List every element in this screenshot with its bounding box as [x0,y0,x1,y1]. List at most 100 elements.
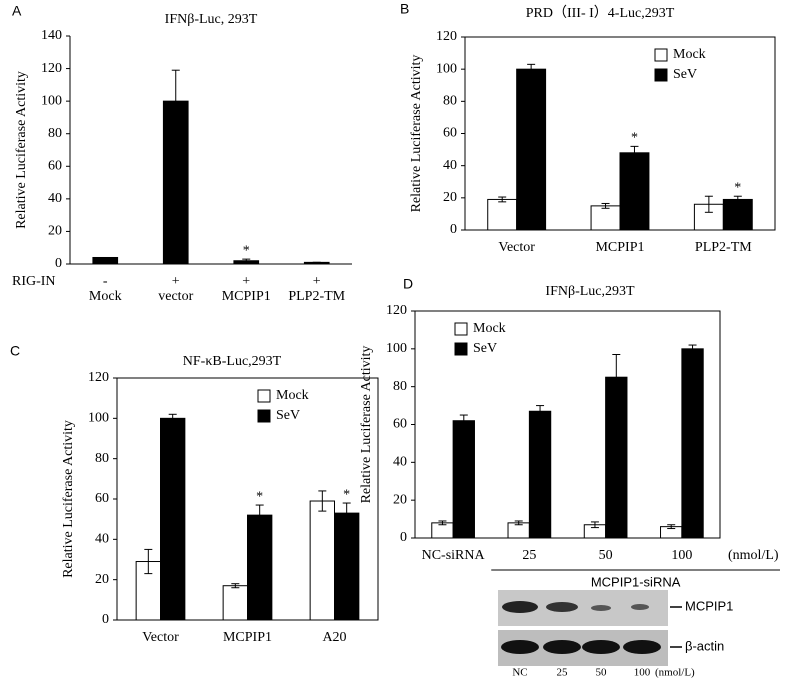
bar [528,410,552,539]
legend-swatch [454,322,468,336]
bar [722,198,753,231]
y-tick-label: 80 [95,451,109,466]
x-tick-label: Vector [142,630,179,645]
y-tick-label: 40 [443,158,457,173]
blot-band [591,605,611,611]
panel-label: A [12,3,22,19]
x-tick-label: Vector [498,240,535,255]
y-tick-label: 60 [95,491,109,506]
x-tick-label: PLP2-TM [288,289,345,304]
legend-swatch [654,48,668,62]
y-tick-label: 60 [443,126,457,141]
y-tick-label: 40 [393,455,407,470]
panel-label: B [400,1,409,17]
legend-label: SeV [473,341,497,356]
x-tick-label: 25 [522,548,536,563]
y-tick-label: 0 [450,222,457,237]
significance-mark: * [631,131,638,146]
x-tick-label: MCPIP1 [595,240,644,255]
y-tick-label: 140 [41,28,62,43]
x-tick-label: MCPIP1 [222,289,271,304]
chart-title: IFNβ-Luc, 293T [165,12,258,27]
y-tick-label: 120 [436,29,457,44]
y-axis-label: Relative Luciferase Activity [14,71,29,229]
blot-band [502,601,538,613]
bar [516,68,547,231]
bar [247,514,273,621]
y-tick-label: 120 [88,370,109,385]
bar [452,420,475,539]
y-tick-label: 80 [48,126,62,141]
x-tick-label: A20 [322,630,346,645]
row-value: - [103,274,108,289]
y-tick-label: 20 [48,224,62,239]
x-unit: (nmol/L) [728,548,779,563]
blot-band [543,640,581,654]
chart-title: IFNβ-Luc,293T [545,284,635,299]
bar [92,256,119,265]
y-axis-label: Relative Luciferase Activity [61,420,76,578]
bar [619,152,650,231]
y-tick-label: 60 [48,159,62,174]
blot-band [546,602,578,612]
y-axis-label: Relative Luciferase Activity [359,346,374,504]
y-tick-label: 60 [393,417,407,432]
chart-title: PRD（III- I）4-Luc,293T [526,5,675,21]
blot-band [631,604,649,610]
lane-label: 100 [634,667,651,679]
blot-band [501,640,539,654]
blot-band [623,640,661,654]
legend-label: SeV [673,67,697,82]
legend-swatch [454,342,468,356]
bar [222,585,248,621]
row-value: + [172,274,180,289]
significance-mark: * [343,487,350,502]
x-tick-label: MCPIP1 [223,630,272,645]
legend-swatch [257,389,271,403]
bar [605,376,628,539]
y-tick-label: 40 [95,532,109,547]
blot-label: β-actin [685,638,724,653]
x-tick-label: 50 [599,548,613,563]
bar [590,205,621,231]
legend-label: SeV [276,408,300,423]
legend-swatch [257,409,271,423]
group-label: MCPIP1-siRNA [591,574,681,589]
y-tick-label: 100 [436,61,457,76]
lane-label: 50 [596,667,608,679]
panel-label: C [10,343,20,359]
lane-unit: (nmol/L) [655,667,695,679]
y-tick-label: 120 [41,61,62,76]
blot-label: MCPIP1 [685,598,733,613]
y-tick-label: 80 [443,94,457,109]
lane-label: 25 [557,667,569,679]
legend-label: Mock [673,47,706,62]
x-tick-label: vector [158,289,193,304]
x-tick-label: NC-siRNA [422,548,486,563]
y-tick-label: 40 [48,191,62,206]
y-tick-label: 20 [393,492,407,507]
x-tick-label: 100 [671,548,692,563]
legend-swatch [654,68,668,82]
bar [487,198,518,231]
panel-label: D [403,276,413,292]
y-tick-label: 0 [55,256,62,271]
significance-mark: * [734,180,741,195]
bar [135,561,161,621]
y-tick-label: 100 [41,93,62,108]
bar [309,500,336,621]
y-tick-label: 80 [393,379,407,394]
x-tick-label: Mock [89,289,122,304]
blot-band [582,640,620,654]
legend-label: Mock [473,321,506,336]
y-tick-label: 0 [400,530,407,545]
y-tick-label: 0 [102,612,109,627]
legend-label: Mock [276,388,309,403]
y-tick-label: 20 [95,572,109,587]
significance-mark: * [243,243,250,258]
bar [160,417,186,621]
significance-mark: * [256,489,263,504]
row-value: + [242,274,250,289]
y-tick-label: 100 [386,341,407,356]
